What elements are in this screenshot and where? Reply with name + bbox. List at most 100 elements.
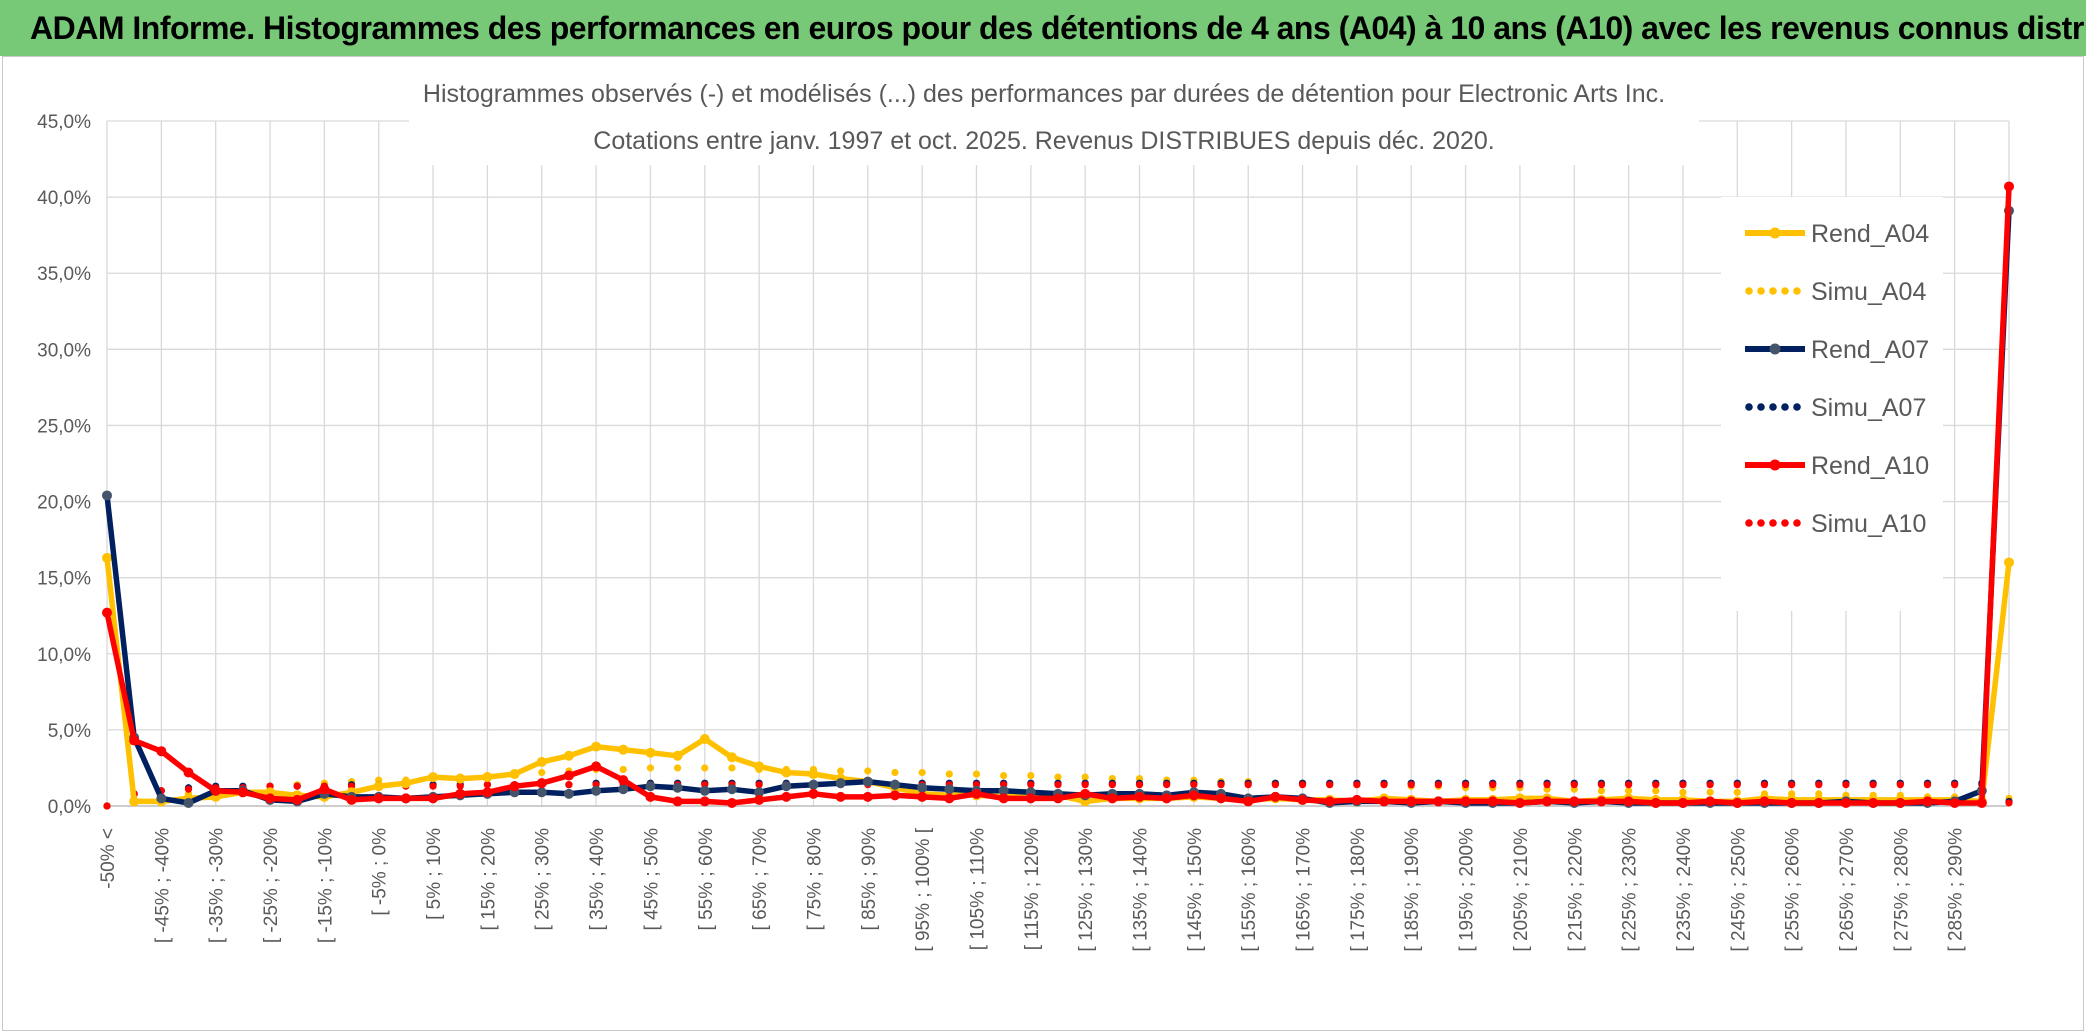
data-point: [726, 784, 737, 795]
data-point: [1922, 796, 1933, 807]
x-tick-label: [ 115% ; 120%: [1022, 828, 1043, 950]
data-point: [1760, 781, 1769, 789]
data-point: [509, 769, 520, 780]
y-tick-label: 10,0%: [37, 645, 91, 666]
data-point: [1054, 773, 1062, 781]
data-point: [1706, 781, 1714, 789]
data-point: [428, 772, 439, 783]
data-point: [1759, 796, 1770, 807]
data-point: [428, 793, 439, 804]
data-point: [1516, 781, 1524, 789]
data-point: [835, 791, 846, 802]
data-point: [1298, 781, 1307, 789]
data-point: [2005, 799, 2013, 807]
data-point: [754, 761, 765, 772]
data-point: [618, 744, 629, 755]
data-point: [918, 768, 926, 777]
legend-marker: [1769, 343, 1781, 355]
data-point: [482, 772, 493, 783]
data-point: [591, 785, 602, 796]
x-tick-label: [ -45% ; -40%: [152, 828, 173, 943]
data-point: [455, 788, 466, 799]
x-tick-label: [ 155% ; 160%: [1239, 828, 1260, 952]
chart-frame: 0,0% 5,0% 10,0% 15,0% 20,0% 25,0% 30,0% 35,0% 40…: [2, 56, 2084, 1031]
data-point: [699, 796, 710, 807]
data-point: [1243, 796, 1254, 807]
x-axis: -50% < [ -45% ; -40% [ -35% ; -30% [ -25% ;…: [98, 805, 2009, 952]
data-point: [1025, 793, 1036, 804]
data-point: [781, 781, 792, 792]
x-tick-label: [ 125% ; 130%: [1076, 828, 1097, 952]
data-point: [1815, 781, 1823, 789]
x-tick-label: [ 105% ; 110%: [967, 828, 988, 950]
x-tick-label: [ 215% ; 220%: [1565, 828, 1586, 952]
data-point: [1188, 790, 1199, 801]
x-tick-label: [ -15% ; -10%: [315, 828, 336, 943]
legend-marker: [1757, 519, 1765, 527]
legend-label: Rend_A07: [1811, 336, 1929, 364]
data-point: [538, 768, 546, 777]
data-point: [945, 770, 953, 778]
data-point: [1677, 797, 1688, 808]
data-point: [1107, 793, 1118, 804]
data-point: [971, 788, 982, 799]
data-point: [1596, 796, 1607, 807]
data-point: [400, 778, 411, 789]
data-point: [184, 785, 193, 793]
data-point: [1244, 781, 1252, 789]
data-point: [563, 750, 574, 761]
data-point: [1134, 791, 1145, 802]
data-point: [1597, 781, 1606, 789]
data-point: [1380, 781, 1388, 789]
data-point: [1163, 781, 1171, 789]
x-tick-label: [ -25% ; -20%: [261, 828, 282, 943]
data-point: [864, 767, 872, 775]
x-tick-label: [ 55% ; 60%: [696, 828, 717, 931]
x-tick-label: [ 165% ; 170%: [1294, 828, 1315, 952]
data-point: [1108, 781, 1116, 789]
data-point: [156, 746, 167, 757]
data-point: [1625, 787, 1633, 795]
data-point: [1434, 781, 1442, 789]
legend-label: Simu_A10: [1811, 510, 1926, 538]
data-point: [835, 778, 846, 789]
data-point: [536, 778, 547, 789]
data-point: [1027, 781, 1035, 789]
legend-marker: [1745, 287, 1753, 295]
data-point: [1923, 781, 1932, 789]
legend-label: Rend_A10: [1811, 452, 1929, 480]
data-point: [429, 782, 437, 790]
data-point: [482, 787, 493, 798]
data-point: [1733, 788, 1741, 796]
data-point: [1135, 781, 1144, 789]
data-point: [103, 802, 111, 810]
chart-title-line2: Cotations entre janv. 1997 et oct. 2025.…: [593, 127, 1494, 155]
data-point: [1379, 796, 1390, 807]
data-point: [889, 790, 900, 801]
data-point: [645, 781, 656, 792]
data-point: [672, 796, 683, 807]
x-tick-label: [ 225% ; 230%: [1620, 828, 1641, 952]
data-point: [619, 765, 627, 774]
y-tick-label: 0,0%: [48, 797, 91, 818]
x-tick-label: [ 285% ; 290%: [1946, 828, 1967, 952]
legend-marker: [1769, 287, 1777, 295]
data-point: [1650, 797, 1661, 808]
data-point: [972, 770, 981, 778]
x-tick-label: [ 205% ; 210%: [1511, 828, 1532, 952]
x-tick-label: [ 85% ; 90%: [859, 828, 880, 931]
data-point: [618, 784, 629, 795]
x-tick-label: [ 65% ; 70%: [750, 828, 771, 931]
data-point: [536, 756, 547, 767]
data-point: [755, 781, 763, 789]
x-tick-label: [ 265% ; 270%: [1837, 828, 1858, 952]
data-point: [645, 791, 656, 802]
legend-marker: [1793, 287, 1801, 295]
x-tick-label: -50% <: [98, 828, 119, 889]
x-tick-label: [ 145% ; 150%: [1185, 828, 1206, 952]
y-tick-label: 45,0%: [37, 112, 91, 133]
data-point: [672, 782, 683, 793]
data-point: [1433, 796, 1444, 807]
data-point: [1027, 771, 1035, 780]
data-point: [1271, 781, 1279, 789]
